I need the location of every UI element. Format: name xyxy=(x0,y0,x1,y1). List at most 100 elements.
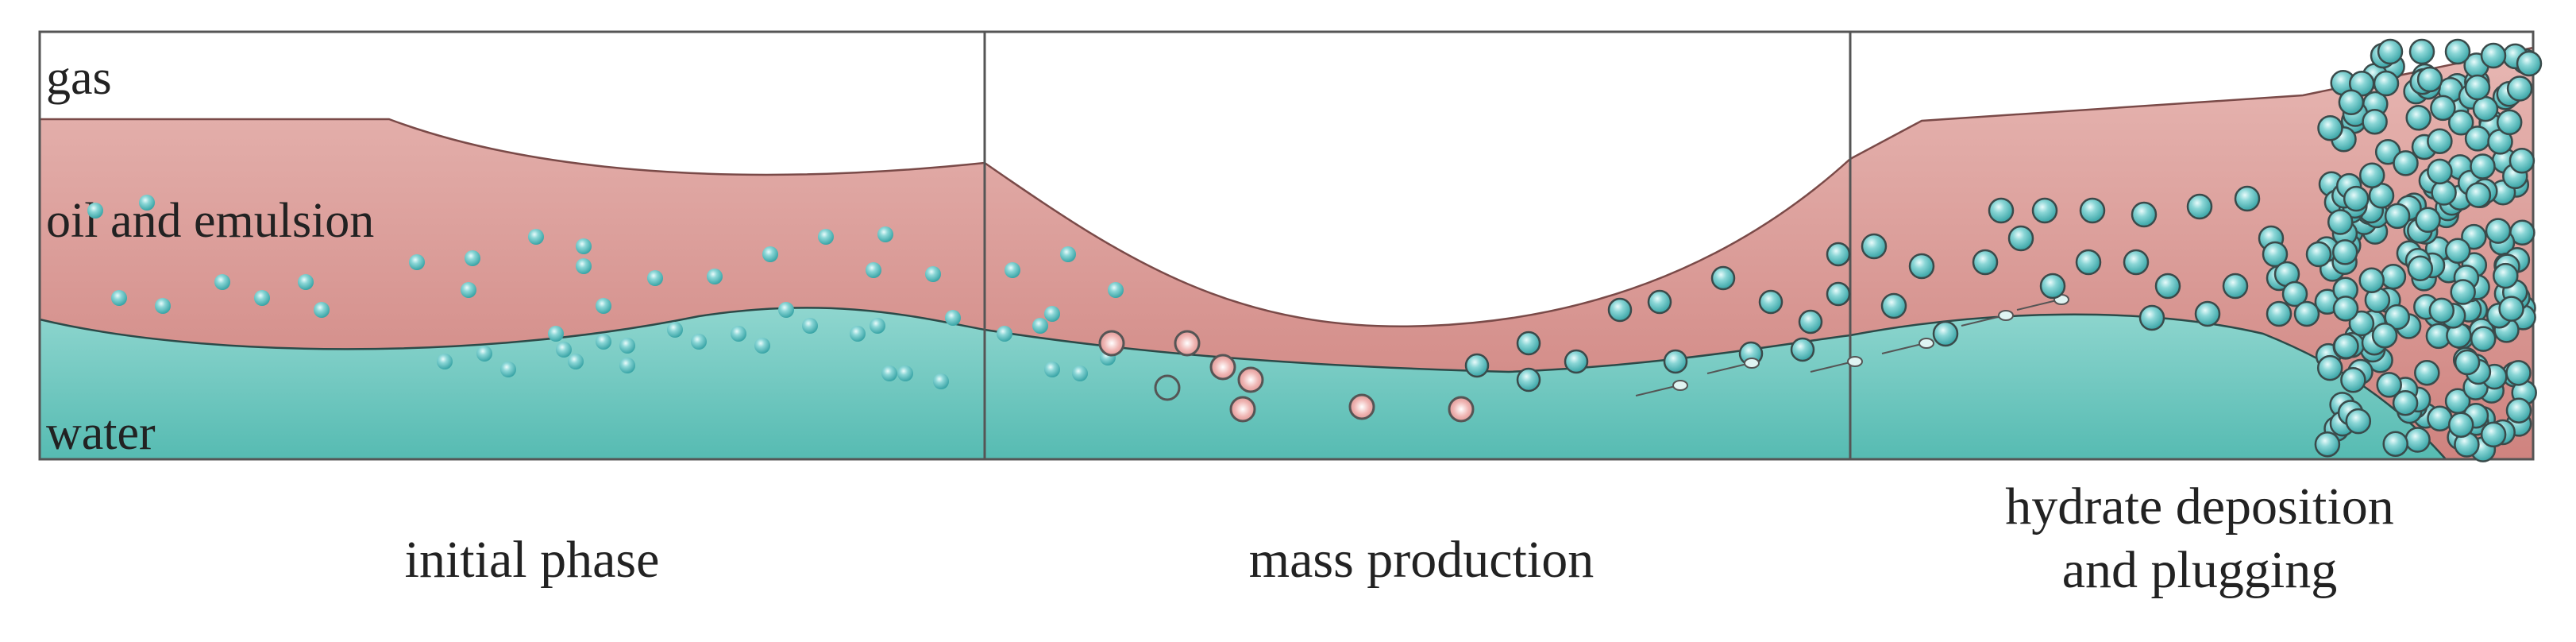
hydrate-particle xyxy=(568,354,584,369)
hydrate-particle xyxy=(1032,318,1048,334)
hydrate-particle xyxy=(1932,320,1959,347)
stage-caption-hydrate-deposition: hydrate deposition and plugging xyxy=(1874,475,2525,602)
hydrate-particle xyxy=(2194,300,2221,327)
hydrate-particle xyxy=(2380,263,2407,290)
hydrate-particle xyxy=(2234,185,2261,212)
hydrate-particle xyxy=(2031,197,2058,224)
hydrate-particle xyxy=(1908,253,1935,280)
hydrate-particle xyxy=(2431,180,2457,206)
hydrate-particle xyxy=(2384,203,2411,230)
water-droplet xyxy=(1098,330,1125,357)
hydrate-particle xyxy=(437,354,453,369)
hydrate-particle xyxy=(2331,239,2358,265)
caption-line: and plugging xyxy=(2061,541,2338,599)
hydrate-particle xyxy=(1464,353,1490,378)
flow-streak xyxy=(1961,315,2002,327)
hydrate-particle xyxy=(850,326,866,342)
hydrate-particle xyxy=(1516,331,1541,356)
hydrate-particle xyxy=(2079,197,2106,224)
hydrate-particle xyxy=(1044,306,1060,322)
hydrate-particle xyxy=(2393,150,2419,176)
flow-streak xyxy=(1706,363,1748,374)
caption-line: hydrate deposition xyxy=(2005,478,2394,536)
hydrate-particle xyxy=(1880,292,1907,319)
hydrate-particle xyxy=(2373,70,2400,97)
water-droplet xyxy=(1237,366,1264,393)
hydrate-particle xyxy=(2358,267,2385,294)
hydrate-particle xyxy=(1972,249,1999,276)
hydrate-particle xyxy=(2407,255,2434,282)
stage-caption-mass-production: mass production xyxy=(1143,528,1699,592)
hydrate-particle xyxy=(2262,241,2289,268)
hydrate-particle xyxy=(933,373,949,389)
hydrate-particle xyxy=(1826,242,1851,267)
hydrate-particle xyxy=(2340,367,2366,393)
hydrate-particle xyxy=(2450,279,2476,305)
hydrate-particle xyxy=(2444,238,2471,264)
hydrate-particle xyxy=(778,302,794,318)
hydrate-particle xyxy=(2138,304,2165,331)
hydrate-particle xyxy=(2039,273,2066,300)
hydrate-particle xyxy=(2496,109,2523,136)
hydrate-particle xyxy=(476,346,492,362)
hydrate-particle xyxy=(1516,367,1541,393)
water-droplet xyxy=(1229,396,1256,423)
hydrate-particle xyxy=(2416,66,2443,93)
pipeline-frame xyxy=(38,30,2535,461)
hydrate-particle xyxy=(2317,115,2343,141)
water-layer-label: water xyxy=(46,406,156,460)
hydrate-particle xyxy=(1072,365,1088,381)
hydrate-particle xyxy=(2154,273,2181,300)
hydrate-particle xyxy=(647,270,663,286)
hydrate-particle xyxy=(2343,185,2370,212)
hydrate-particle xyxy=(866,262,881,278)
hydrate-particle xyxy=(1861,233,1888,260)
hydrate-particle xyxy=(2427,405,2453,432)
hydrate-particle xyxy=(1988,197,2015,224)
hydrate-particle xyxy=(2293,300,2320,327)
hydrate-particle xyxy=(2348,310,2375,337)
hydrate-particle xyxy=(1060,246,1076,262)
hydrate-particle xyxy=(667,322,683,338)
flow-bubble xyxy=(1998,310,2014,321)
hydrate-particle xyxy=(2186,193,2213,220)
hydrate-particle xyxy=(2414,359,2440,386)
hydrate-particle xyxy=(111,290,127,306)
hydrate-particle xyxy=(2516,50,2543,77)
hydrate-particle xyxy=(2509,148,2536,174)
hydrate-particle xyxy=(528,229,544,245)
hydrate-particle xyxy=(461,282,476,298)
hydrate-particle xyxy=(691,334,707,350)
hydrate-particle xyxy=(2392,389,2419,416)
hydrate-particle xyxy=(2480,421,2507,448)
flow-streak xyxy=(1810,362,1851,373)
hydrate-particle xyxy=(2465,182,2492,208)
hydrate-particle xyxy=(2470,153,2496,180)
hydrate-particle xyxy=(2316,354,2343,381)
hydrate-particle xyxy=(2405,105,2431,131)
hydrate-particle xyxy=(2345,408,2372,435)
hydrate-particle xyxy=(945,310,961,326)
hydrate-particle xyxy=(2464,74,2491,101)
hydrate-particle xyxy=(2358,162,2385,188)
hydrate-particle xyxy=(2382,431,2408,457)
hydrate-particle xyxy=(877,226,893,242)
flow-streak xyxy=(1635,385,1676,396)
hydrate-particle xyxy=(1607,297,1633,323)
hydrate-particle xyxy=(754,338,770,354)
hydrate-particle xyxy=(2472,95,2499,122)
hydrate-particle xyxy=(2470,326,2497,352)
hydrate-particle xyxy=(2464,126,2491,152)
hydrate-particle xyxy=(596,334,611,350)
flow-streak xyxy=(1881,343,1922,354)
hydrate-particle xyxy=(1663,349,1688,374)
hydrate-particle xyxy=(2332,296,2359,322)
hydrate-particle xyxy=(818,229,834,245)
hydrate-particle xyxy=(298,274,314,290)
hydrate-particle xyxy=(2505,397,2532,423)
flow-bubble xyxy=(1847,356,1863,367)
hydrate-particle xyxy=(1790,337,1815,362)
hydrate-particle xyxy=(2075,249,2102,276)
hydrate-particle xyxy=(596,298,611,314)
